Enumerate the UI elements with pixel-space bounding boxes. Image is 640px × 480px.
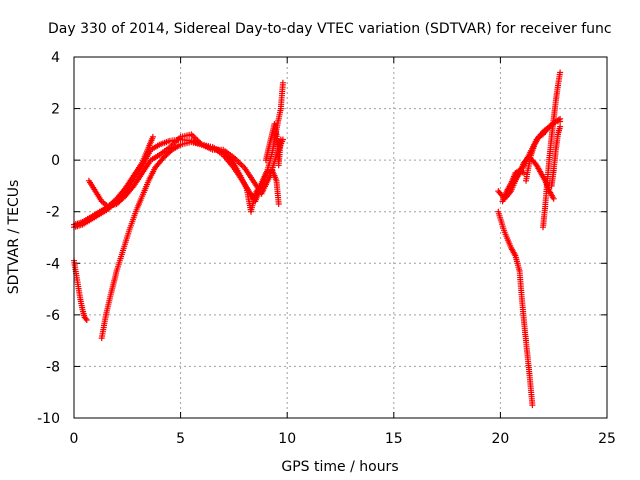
trace-markers — [499, 167, 527, 205]
series-t1 — [71, 133, 156, 228]
series-t12 — [548, 123, 564, 189]
y-tick-label: -2 — [46, 205, 60, 221]
trace-markers — [495, 208, 536, 409]
y-tick-label: -10 — [37, 411, 60, 427]
y-tick-label: -8 — [46, 359, 60, 375]
y-axis-label: SDTVAR / TECUs — [6, 180, 22, 295]
trace-markers — [262, 121, 284, 169]
x-tick-label: 10 — [278, 431, 296, 447]
trace-markers — [540, 69, 564, 231]
series-t8 — [495, 208, 536, 409]
y-tick-label: 2 — [51, 102, 60, 118]
series-t4 — [98, 139, 282, 342]
plot-frame — [73, 56, 608, 419]
chart-title: Day 330 of 2014, Sidereal Day-to-day VTE… — [48, 21, 612, 37]
y-tick-label: -6 — [46, 308, 60, 324]
x-tick-label: 20 — [491, 431, 509, 447]
series-t11 — [540, 69, 564, 231]
x-tick-label: 0 — [70, 431, 79, 447]
trace-markers — [98, 139, 282, 342]
data-series — [71, 69, 564, 409]
x-tick-label: 25 — [598, 431, 616, 447]
x-tick-label: 15 — [385, 431, 403, 447]
trace-markers — [71, 133, 156, 228]
x-axis-label: GPS time / hours — [281, 459, 398, 475]
y-tick-label: -4 — [46, 256, 60, 272]
x-tick-label: 5 — [176, 431, 185, 447]
trace-markers — [548, 123, 564, 189]
y-tick-label: 0 — [51, 153, 60, 169]
series-t6 — [262, 121, 284, 169]
y-tick-label: 4 — [51, 50, 60, 66]
series-t13 — [499, 167, 527, 205]
grid — [74, 57, 607, 418]
